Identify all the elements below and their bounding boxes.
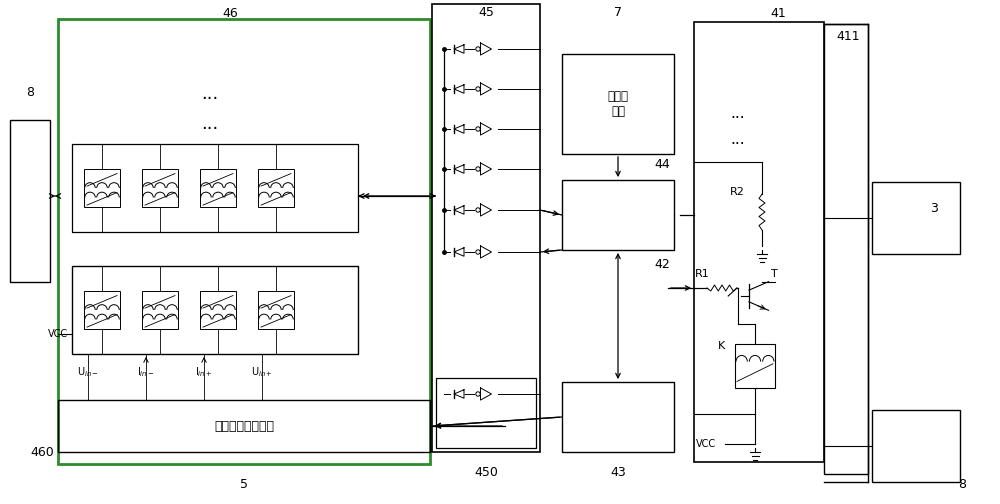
Text: 45: 45: [478, 6, 494, 19]
Bar: [200, 169, 236, 207]
Polygon shape: [454, 390, 464, 398]
Polygon shape: [481, 388, 492, 400]
Text: 42: 42: [654, 258, 670, 271]
Text: U$_{in+}$: U$_{in+}$: [251, 365, 273, 379]
Text: I$_{in+}$: I$_{in+}$: [195, 365, 213, 379]
Text: 8: 8: [26, 86, 34, 98]
Bar: [58, 400, 430, 452]
Text: I$_{in-}$: I$_{in-}$: [137, 365, 155, 379]
Bar: [562, 382, 674, 452]
Polygon shape: [454, 206, 464, 214]
Polygon shape: [454, 125, 464, 133]
Polygon shape: [481, 123, 492, 135]
Bar: [436, 378, 536, 448]
Bar: [694, 22, 824, 462]
Text: U$_{in-}$: U$_{in-}$: [77, 365, 99, 379]
Bar: [872, 182, 960, 254]
Text: 5: 5: [240, 477, 248, 490]
Text: R1: R1: [695, 269, 709, 279]
Text: 7: 7: [614, 6, 622, 19]
Bar: [258, 169, 294, 207]
Bar: [142, 169, 178, 207]
Text: 46: 46: [222, 8, 238, 21]
Text: R2: R2: [730, 187, 745, 197]
Polygon shape: [481, 83, 492, 95]
Bar: [72, 266, 358, 354]
Text: 43: 43: [610, 466, 626, 478]
Bar: [58, 19, 430, 464]
Text: 450: 450: [474, 466, 498, 478]
Bar: [84, 169, 120, 207]
Bar: [72, 144, 358, 232]
Bar: [432, 4, 540, 452]
Bar: [562, 54, 674, 154]
Polygon shape: [481, 163, 492, 175]
Text: ...: ...: [201, 115, 219, 133]
Bar: [872, 410, 960, 482]
Bar: [735, 344, 775, 388]
Polygon shape: [481, 246, 492, 258]
Text: ...: ...: [731, 132, 745, 147]
Text: VCC: VCC: [48, 329, 68, 339]
Text: ...: ...: [731, 106, 745, 121]
Bar: [200, 291, 236, 329]
Text: 上位机
系统: 上位机 系统: [608, 90, 629, 118]
Polygon shape: [481, 204, 492, 216]
Text: K: K: [718, 341, 725, 351]
Bar: [824, 24, 868, 474]
Polygon shape: [454, 85, 464, 93]
Bar: [10, 120, 50, 282]
Text: ...: ...: [201, 85, 219, 103]
Text: 44: 44: [654, 157, 670, 170]
Text: T: T: [771, 269, 777, 279]
Text: 接触电阻测量电路: 接触电阻测量电路: [214, 419, 274, 432]
Text: 460: 460: [30, 446, 54, 459]
Polygon shape: [481, 43, 492, 55]
Text: 411: 411: [836, 30, 860, 42]
Bar: [142, 291, 178, 329]
Text: 41: 41: [770, 8, 786, 21]
Text: VCC: VCC: [696, 439, 716, 449]
Bar: [258, 291, 294, 329]
Text: 8: 8: [958, 477, 966, 490]
Text: 3: 3: [930, 203, 938, 216]
Polygon shape: [454, 45, 464, 53]
Polygon shape: [454, 165, 464, 173]
Bar: [562, 180, 674, 250]
Polygon shape: [454, 248, 464, 256]
Bar: [84, 291, 120, 329]
